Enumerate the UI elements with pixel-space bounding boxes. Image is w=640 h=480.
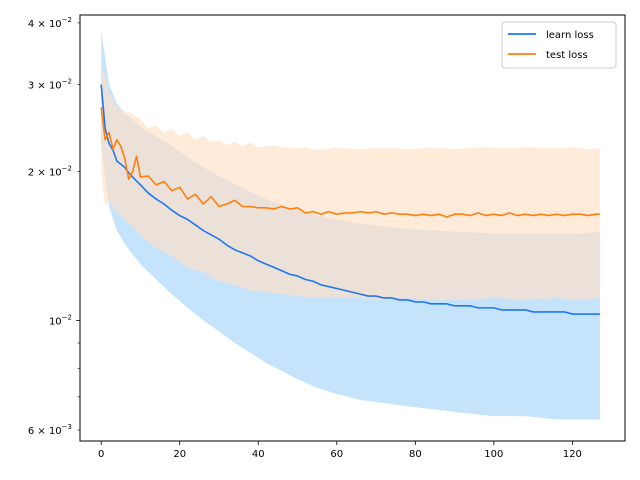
y-tick-label: 3 × 10−2 <box>28 78 72 92</box>
band-test-loss <box>101 64 600 300</box>
legend-box <box>501 21 617 69</box>
x-tick-label: 40 <box>252 449 265 460</box>
y-axis-ticks: 10−2 6 × 10−3 2 × 10−2 3 × 10−2 4 × 10−2 <box>28 16 80 437</box>
y-tick-label: 10−2 <box>49 313 72 327</box>
legend: learn loss test loss <box>501 21 617 69</box>
y-tick-label: 6 × 10−3 <box>28 423 72 437</box>
x-tick-label: 60 <box>330 449 343 460</box>
legend-label-test-loss: test loss <box>546 50 588 61</box>
y-tick-label: 2 × 10−2 <box>28 165 72 179</box>
line-learn-loss <box>100 84 600 315</box>
line-test-loss <box>100 107 600 218</box>
x-tick-label: 120 <box>563 449 582 460</box>
x-axis-ticks: 0 20 40 60 80 100 120 <box>98 441 582 460</box>
series-lines <box>100 84 600 315</box>
confidence-bands <box>101 31 600 420</box>
x-tick-label: 20 <box>173 449 186 460</box>
y-tick-label: 4 × 10−2 <box>28 16 72 30</box>
x-tick-label: 80 <box>409 449 422 460</box>
x-tick-label: 0 <box>98 449 104 460</box>
plot-frame <box>79 14 626 442</box>
legend-label-learn-loss: learn loss <box>546 30 594 41</box>
x-tick-label: 100 <box>484 449 503 460</box>
